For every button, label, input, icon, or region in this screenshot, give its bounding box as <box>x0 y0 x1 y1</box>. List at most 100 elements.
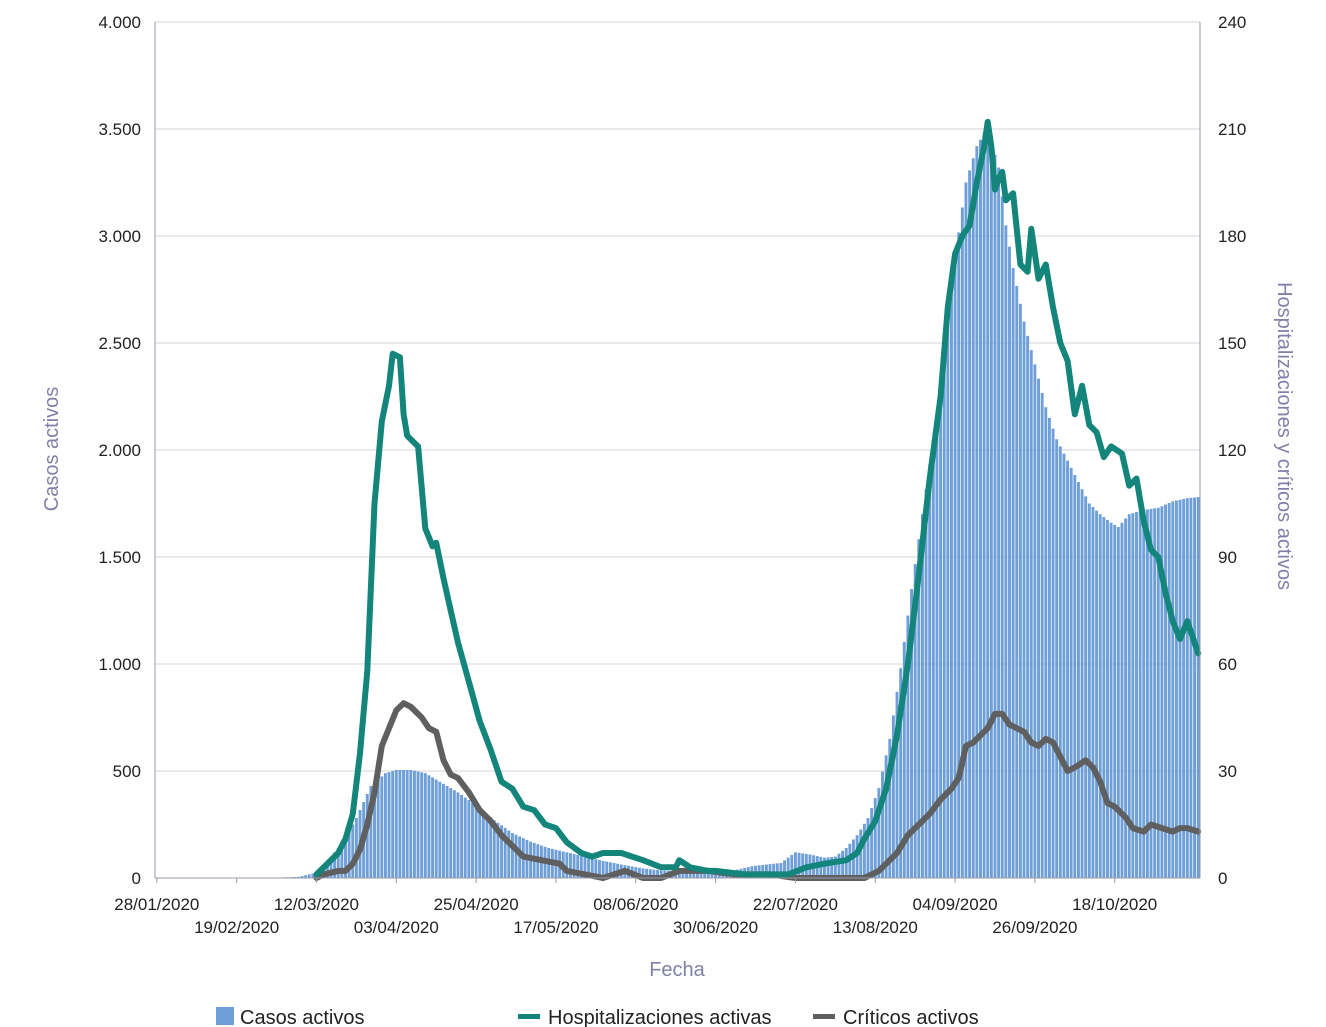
bar-casos-activos <box>979 139 982 878</box>
x-tick-label: 04/09/2020 <box>913 895 998 914</box>
bar-casos-activos <box>507 830 511 878</box>
y-tick-right: 90 <box>1218 548 1237 567</box>
bar-casos-activos <box>637 867 641 878</box>
bar-casos-activos <box>968 170 972 878</box>
bar-casos-activos <box>989 141 993 879</box>
bar-casos-activos <box>402 769 406 878</box>
bar-casos-activos <box>478 808 482 878</box>
axes <box>154 22 1201 879</box>
y-tick-left: 2.500 <box>98 334 141 353</box>
bar-casos-activos <box>1185 498 1189 878</box>
y-tick-left: 4.000 <box>98 13 141 32</box>
bar-casos-activos <box>888 738 892 878</box>
bar-casos-activos <box>340 843 344 878</box>
bar-casos-activos <box>1178 499 1182 878</box>
bar-casos-activos <box>438 781 442 878</box>
bar-casos-activos <box>1004 225 1008 879</box>
bar-casos-activos <box>699 871 703 878</box>
x-tick-label: 03/04/2020 <box>354 918 439 937</box>
bar-casos-activos <box>797 852 801 878</box>
bar-casos-activos <box>779 863 783 878</box>
bars-casos-activos <box>264 133 1200 879</box>
bar-casos-activos <box>605 861 609 878</box>
bar-casos-activos <box>1160 506 1164 878</box>
bar-casos-activos <box>685 871 689 878</box>
bar-casos-activos <box>1095 510 1099 878</box>
bar-casos-activos <box>1091 507 1095 878</box>
legend-item-criticos-activos: Críticos activos <box>813 1007 979 1027</box>
bar-casos-activos <box>877 788 881 878</box>
legend-swatch-hospitalizaciones-activas <box>518 1014 540 1019</box>
bar-casos-activos <box>431 777 435 878</box>
bar-casos-activos <box>594 859 598 878</box>
bar-casos-activos <box>1073 474 1077 878</box>
bar-casos-activos <box>714 872 718 878</box>
bar-casos-activos <box>460 794 464 878</box>
bar-casos-activos <box>1174 500 1178 878</box>
bar-casos-activos <box>1127 514 1131 878</box>
bar-casos-activos <box>1037 378 1040 878</box>
y-tick-right: 120 <box>1218 441 1246 460</box>
y-tick-left: 3.000 <box>98 227 141 246</box>
y-axis-right-ticks: 0 30 60 90 120 150 180 210 240 <box>1218 13 1246 888</box>
bar-casos-activos <box>1098 514 1102 878</box>
bar-casos-activos <box>1167 502 1171 878</box>
bar-casos-activos <box>1189 497 1193 878</box>
bar-casos-activos <box>1069 467 1073 878</box>
bar-casos-activos <box>409 769 413 878</box>
bar-casos-activos <box>659 870 663 878</box>
bar-casos-activos <box>975 146 979 878</box>
bar-casos-activos <box>710 872 714 878</box>
bar-casos-activos <box>641 868 645 878</box>
bar-casos-activos <box>304 875 308 878</box>
y-tick-left: 500 <box>113 762 141 781</box>
bar-casos-activos <box>1058 446 1062 878</box>
bar-casos-activos <box>587 857 591 878</box>
x-tick-label: 19/02/2020 <box>194 918 279 937</box>
bar-casos-activos <box>412 770 416 878</box>
bar-casos-activos <box>935 410 939 878</box>
line-hospitalizaciones-activas <box>313 118 1202 878</box>
bar-casos-activos <box>913 564 917 878</box>
y-tick-right: 0 <box>1218 869 1227 888</box>
bar-casos-activos <box>1008 246 1011 878</box>
bar-casos-activos <box>365 794 369 878</box>
bar-casos-activos <box>1113 524 1117 878</box>
bar-casos-activos <box>1022 321 1026 879</box>
bar-casos-activos <box>964 182 968 878</box>
x-tick-label: 17/05/2020 <box>513 918 598 937</box>
bar-casos-activos <box>1193 497 1197 878</box>
bar-casos-activos <box>957 232 961 878</box>
bar-casos-activos <box>866 818 870 878</box>
bar-casos-activos <box>1156 507 1160 878</box>
bar-casos-activos <box>910 589 913 878</box>
gridlines <box>155 21 1200 772</box>
x-tick-label: 13/08/2020 <box>833 918 918 937</box>
bar-casos-activos <box>1196 497 1200 878</box>
bar-casos-activos <box>1131 513 1135 878</box>
y-tick-right: 180 <box>1218 227 1246 246</box>
bar-casos-activos <box>891 715 895 878</box>
bar-casos-activos <box>706 872 710 878</box>
bar-casos-activos <box>333 852 337 878</box>
bar-casos-activos <box>300 876 304 878</box>
bar-casos-activos <box>1084 496 1088 878</box>
bar-casos-activos <box>1040 392 1044 878</box>
bar-casos-activos <box>656 870 659 878</box>
bar-casos-activos <box>296 876 300 878</box>
y-axis-left-title: Casos activos <box>41 387 63 512</box>
bar-casos-activos <box>939 382 943 878</box>
bar-casos-activos <box>793 852 797 878</box>
bar-casos-activos <box>336 848 340 878</box>
bar-casos-activos <box>434 779 438 878</box>
y-tick-left: 3.500 <box>98 120 141 139</box>
bar-casos-activos <box>917 539 921 878</box>
y-tick-right: 150 <box>1218 334 1246 353</box>
y-tick-left: 1.000 <box>98 655 141 674</box>
bar-casos-activos <box>391 771 395 878</box>
bar-casos-activos <box>456 792 460 878</box>
y-tick-right: 30 <box>1218 762 1237 781</box>
bar-casos-activos <box>953 257 957 878</box>
bar-casos-activos <box>608 862 612 878</box>
bar-casos-activos <box>1153 508 1157 878</box>
